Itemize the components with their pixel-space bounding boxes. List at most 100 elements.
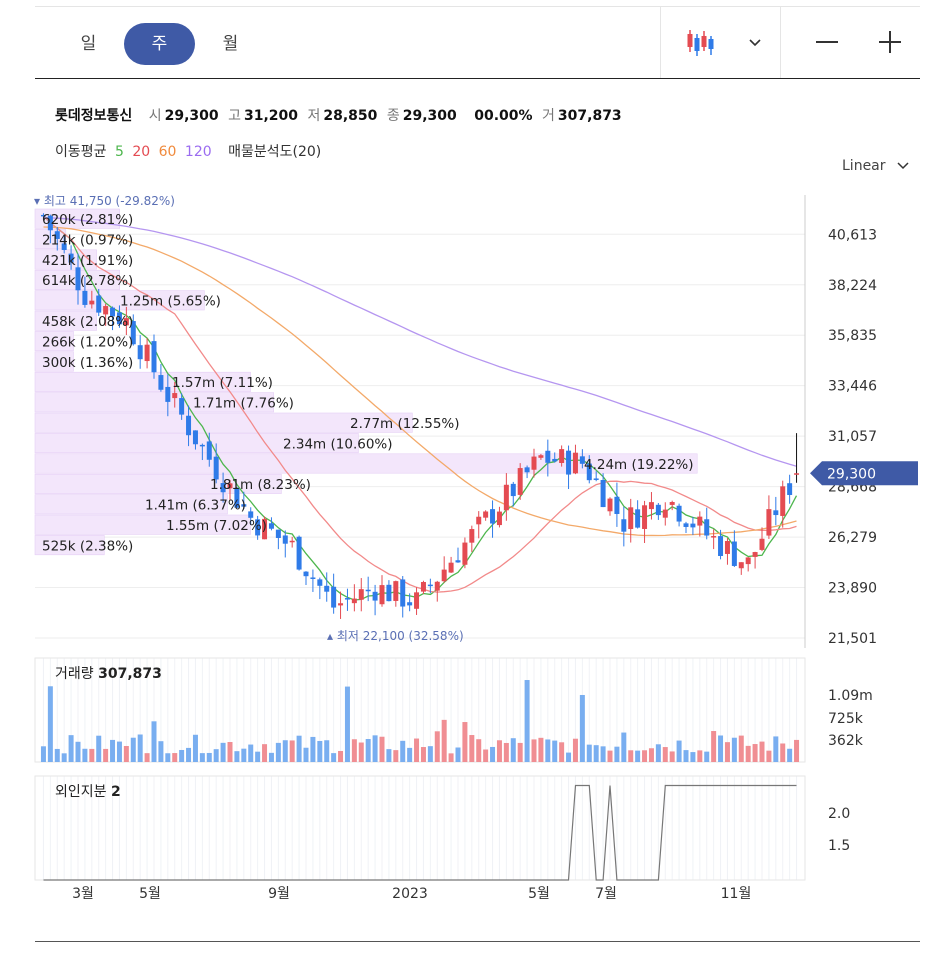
candle bbox=[372, 584, 378, 616]
candle bbox=[192, 430, 198, 450]
candle bbox=[455, 547, 461, 563]
stock-name: 롯데정보통신 bbox=[55, 108, 133, 124]
volume-bar bbox=[648, 748, 654, 762]
volume-bar bbox=[531, 739, 537, 762]
ma120-line bbox=[43, 217, 797, 467]
tab-day[interactable]: 일 bbox=[80, 34, 97, 54]
volume-bar bbox=[54, 748, 60, 762]
volume-bar bbox=[476, 739, 482, 762]
change-pct: 0.00% bbox=[483, 108, 533, 124]
volume-bar bbox=[503, 742, 509, 762]
volume-bar bbox=[158, 741, 164, 762]
volume-bar bbox=[628, 750, 634, 762]
candle bbox=[614, 482, 620, 527]
candle bbox=[731, 530, 737, 567]
candle bbox=[718, 529, 724, 560]
candle bbox=[420, 580, 426, 595]
ma20-line bbox=[43, 215, 797, 593]
candle bbox=[386, 580, 392, 602]
candle bbox=[248, 507, 254, 526]
candle bbox=[54, 227, 60, 251]
volume-bar bbox=[642, 750, 648, 762]
volume-bar bbox=[766, 750, 772, 762]
volume-bar bbox=[234, 751, 240, 762]
stock-chart[interactable]: 40,61338,22435,83533,44631,05728,66826,2… bbox=[0, 180, 935, 910]
volume-bar bbox=[179, 749, 185, 762]
volume-bar bbox=[40, 746, 46, 762]
candle bbox=[794, 433, 800, 483]
candle bbox=[759, 527, 765, 552]
volume-bar bbox=[165, 753, 171, 762]
volume-profile-label: 1.25m (5.65%) bbox=[120, 294, 221, 310]
candle bbox=[655, 503, 661, 520]
volume-bar bbox=[386, 749, 392, 762]
volume-bar bbox=[227, 741, 233, 762]
volume-bar bbox=[621, 732, 627, 762]
volume-bar bbox=[303, 747, 309, 762]
volume-bar bbox=[241, 748, 247, 762]
volume-bar bbox=[310, 736, 316, 762]
candle bbox=[579, 449, 585, 469]
volume-profile-label: 458k (2.08%) bbox=[42, 314, 133, 330]
chart-type-selector[interactable] bbox=[660, 7, 781, 78]
zoom-controls bbox=[780, 7, 921, 78]
candle bbox=[289, 536, 295, 548]
volume-bar bbox=[745, 745, 751, 762]
candle bbox=[393, 580, 399, 607]
candle bbox=[351, 584, 357, 612]
candle bbox=[566, 445, 572, 490]
scale-selector[interactable]: Linear bbox=[842, 158, 910, 174]
candle bbox=[628, 498, 634, 543]
tab-month[interactable]: 월 bbox=[222, 34, 239, 54]
volume-bar bbox=[752, 744, 758, 762]
volume-bar bbox=[559, 742, 565, 762]
bottom-divider bbox=[35, 941, 920, 942]
volume-profile-label: 1.71m (7.76%) bbox=[193, 396, 294, 412]
volume-bar bbox=[704, 751, 710, 762]
candle bbox=[275, 529, 281, 550]
candle bbox=[524, 465, 530, 479]
candle bbox=[268, 517, 274, 531]
candle bbox=[234, 486, 240, 509]
candle bbox=[407, 593, 413, 612]
volume-bar bbox=[110, 739, 116, 762]
candle bbox=[40, 213, 46, 220]
candle bbox=[96, 288, 102, 317]
close-price: 29,300 bbox=[402, 108, 457, 124]
volume-title: 거래량 307,873 bbox=[55, 666, 162, 682]
volume-bar bbox=[400, 740, 406, 762]
volume-bar bbox=[414, 738, 420, 762]
candle bbox=[572, 444, 578, 475]
x-tick-label: 3월 bbox=[72, 886, 94, 902]
volume-bar bbox=[538, 737, 544, 762]
volume-bar bbox=[427, 746, 433, 762]
volume-profile-label: 214k (0.97%) bbox=[42, 232, 133, 248]
volume-bar bbox=[669, 751, 675, 762]
candle bbox=[704, 507, 710, 540]
volume-profile-bar bbox=[34, 310, 97, 331]
candle bbox=[310, 569, 316, 592]
volume-bar bbox=[199, 753, 205, 762]
volume-bar bbox=[61, 753, 67, 762]
candle bbox=[220, 472, 226, 503]
y-tick-label: 21,501 bbox=[828, 631, 877, 647]
volume-bar bbox=[379, 736, 385, 762]
y-tick-label: 40,613 bbox=[828, 227, 877, 243]
volume-bar bbox=[545, 739, 551, 762]
volume-bar bbox=[123, 746, 129, 762]
candle bbox=[158, 364, 164, 392]
candle bbox=[711, 529, 717, 550]
volume-bar bbox=[593, 745, 599, 762]
foreign-pane bbox=[34, 775, 806, 881]
volume-bar bbox=[420, 747, 426, 762]
candle bbox=[137, 335, 143, 369]
volume-bar bbox=[192, 734, 198, 762]
volume-profile-label: 매물분석도(20) bbox=[228, 144, 322, 160]
volume-profile-bar bbox=[34, 473, 282, 494]
volume-profile-label: 421k (1.91%) bbox=[42, 253, 133, 269]
volume-bar bbox=[130, 737, 136, 762]
tab-week[interactable]: 주 bbox=[124, 23, 195, 65]
moving-average-legend[interactable]: 이동평균 5 20 60 120 매물분석도(20) bbox=[55, 144, 322, 160]
volume-bar bbox=[213, 749, 219, 762]
candle bbox=[662, 502, 668, 526]
